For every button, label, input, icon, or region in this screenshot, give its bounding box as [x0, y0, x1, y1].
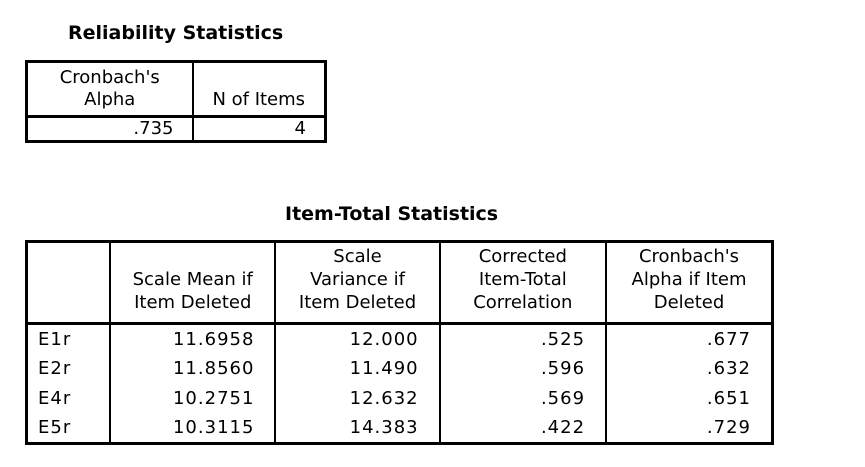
table-row: .735 4: [26, 116, 326, 142]
cell-scale-mean: 10.3115: [110, 413, 277, 444]
header-line: Variance if: [310, 269, 405, 290]
header-line: Alpha if Item: [631, 269, 747, 290]
cell-scale-variance: 11.490: [275, 353, 441, 384]
table-header-row: Scale Mean if Item Deleted Scale Varianc…: [26, 241, 773, 325]
header-line: Item-Total: [478, 269, 567, 290]
cell-alpha-if-deleted: .677: [706, 329, 751, 351]
cell-scale-mean: 10.2751: [110, 383, 277, 414]
table-row: E4r 10.2751 12.632 .569 .651: [26, 383, 773, 414]
cell-scale-mean: 11.8560: [110, 353, 277, 384]
header-line: Cronbach's: [638, 246, 740, 267]
cell-scale-mean: 11.6958: [110, 323, 277, 354]
cell-correlation: .525: [439, 323, 608, 354]
header-line: Correlation: [473, 292, 573, 313]
header-line: Corrected: [478, 246, 567, 267]
table-header-row: Cronbach's Alpha N of Items: [26, 61, 326, 118]
header-n-of-items: N of Items: [192, 61, 326, 118]
row-label: E5r: [26, 413, 112, 444]
cell-alpha-if-deleted: .651: [706, 387, 751, 409]
cell-scale-variance: 12.632: [275, 383, 441, 414]
header-item: [26, 241, 112, 325]
header-line: Scale: [333, 246, 382, 267]
cell-alpha-if-deleted: .632: [706, 357, 751, 379]
item-total-statistics-title: Item-Total Statistics: [285, 203, 499, 225]
row-label: E4r: [26, 383, 112, 414]
table-row: E1r 11.6958 12.000 .525 .677: [26, 323, 773, 354]
cell-scale-variance: 12.000: [275, 323, 441, 354]
cell-n-items-value: 4: [294, 118, 306, 139]
header-line: Item Deleted: [298, 292, 417, 313]
header-line: Alpha: [84, 89, 136, 110]
cell-scale-variance: 14.383: [275, 413, 441, 444]
header-line: Scale Mean if: [132, 269, 253, 290]
cell-alpha-if-deleted: .729: [706, 416, 751, 438]
header-line: Cronbach's: [59, 67, 160, 88]
header-scale-mean: Scale Mean if Item Deleted: [110, 241, 277, 325]
row-label: E2r: [26, 353, 112, 384]
reliability-statistics-table: Cronbach's Alpha N of Items .735 4: [25, 60, 327, 143]
cell-correlation: .596: [439, 353, 608, 384]
reliability-statistics-title: Reliability Statistics: [68, 22, 284, 44]
cell-alpha-value: .735: [26, 116, 194, 142]
header-line: Item Deleted: [134, 292, 252, 313]
item-total-statistics-table: Scale Mean if Item Deleted Scale Varianc…: [25, 240, 774, 445]
header-alpha-if-deleted: Cronbach's Alpha if Item Deleted: [606, 241, 773, 325]
header-cronbachs-alpha: Cronbach's Alpha: [26, 61, 194, 118]
header-scale-variance: Scale Variance if Item Deleted: [275, 241, 441, 325]
table-row: E2r 11.8560 11.490 .596 .632: [26, 353, 773, 384]
table-row: E5r 10.3115 14.383 .422 .729: [26, 413, 773, 444]
cell-correlation: .422: [439, 413, 608, 444]
row-label: E1r: [26, 323, 112, 354]
cell-correlation: .569: [439, 383, 608, 414]
header-line: Deleted: [653, 292, 725, 313]
header-corrected-correlation: Corrected Item-Total Correlation: [439, 241, 608, 325]
